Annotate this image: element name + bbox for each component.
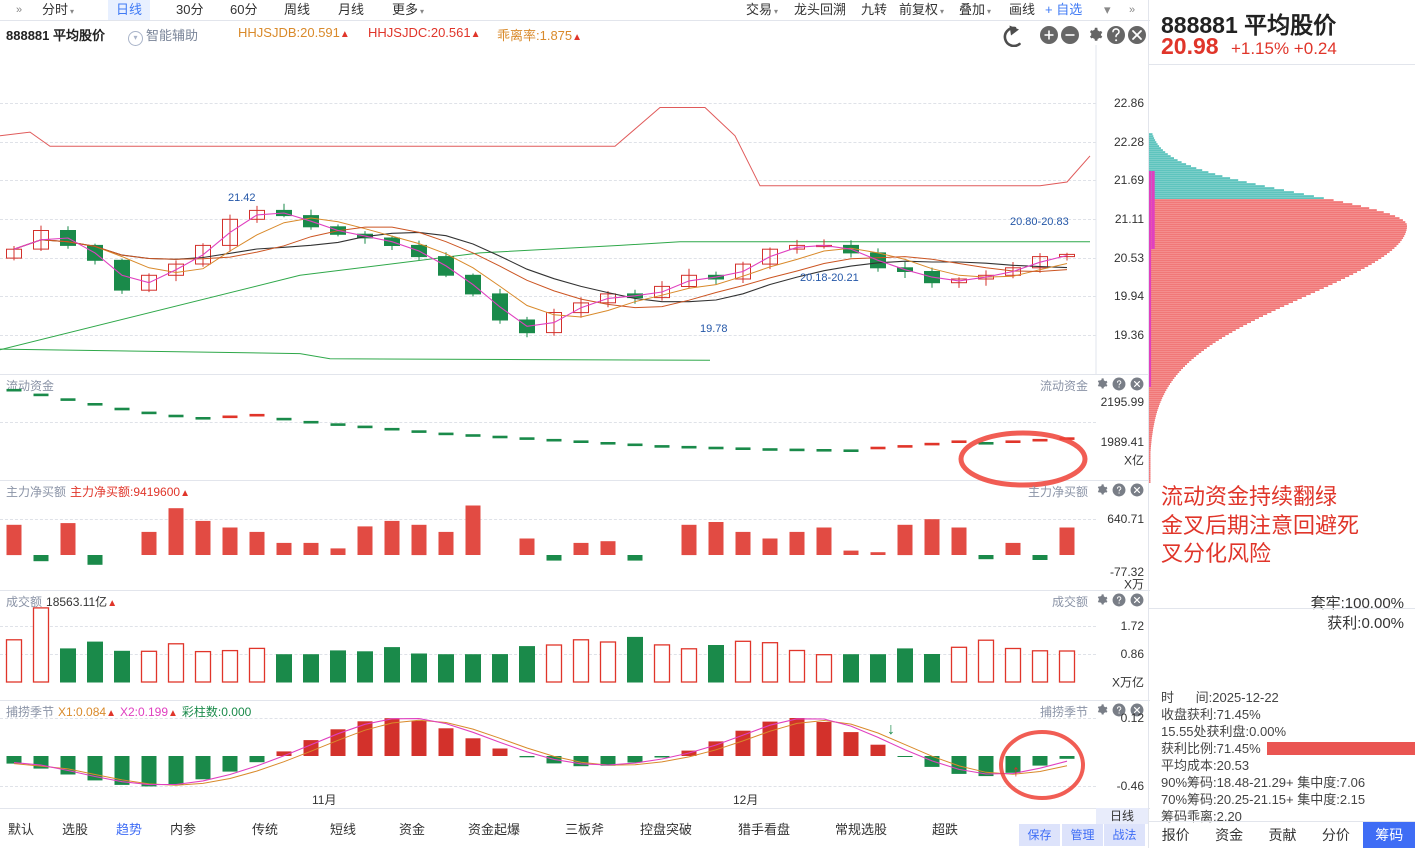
svg-text:↑: ↑ <box>1012 763 1020 780</box>
svg-text:↓: ↓ <box>887 721 895 738</box>
